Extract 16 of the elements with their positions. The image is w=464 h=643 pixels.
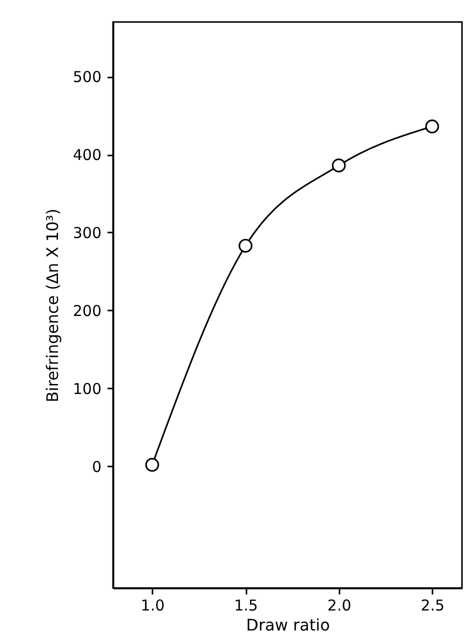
y-tick-label: 0 — [92, 458, 102, 476]
y-tick-label: 500 — [72, 68, 102, 86]
point — [425, 120, 440, 134]
y-tick-label: 200 — [72, 302, 102, 320]
y-tick-label: 400 — [72, 146, 102, 164]
point — [238, 238, 252, 253]
y-tick-label: 100 — [72, 380, 102, 398]
x-tick-label: 2.5 — [420, 596, 445, 614]
point — [332, 158, 346, 172]
point — [145, 458, 160, 472]
x-axis-title: Draw ratio — [246, 616, 330, 634]
x-tick-label: 1.0 — [140, 596, 165, 614]
x-tick-label: 1.5 — [234, 596, 258, 614]
x-tick-label: 2.0 — [327, 596, 352, 614]
y-tick-label: 300 — [72, 224, 102, 242]
y-axis-title: Birefringence (Δn X 10³) — [42, 208, 62, 402]
